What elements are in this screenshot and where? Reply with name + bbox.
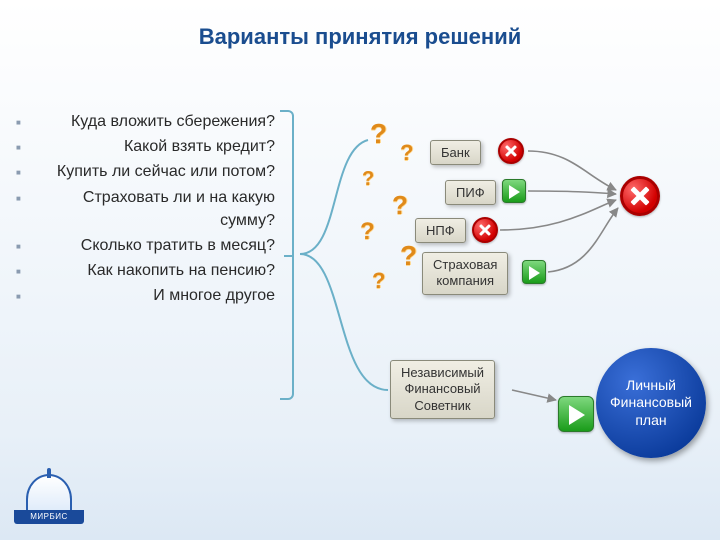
question-mark-icon: ? bbox=[372, 268, 385, 294]
question-mark-icon: ? bbox=[370, 118, 387, 150]
advisor-box: НезависимыйФинансовыйСоветник bbox=[390, 360, 495, 419]
reject-icon bbox=[472, 217, 498, 243]
logo-dome-icon bbox=[26, 474, 72, 510]
connector-lines bbox=[0, 0, 720, 540]
option-pif-box: ПИФ bbox=[445, 180, 496, 205]
question-mark-icon: ? bbox=[360, 218, 375, 246]
logo: МИРБИС bbox=[14, 474, 84, 530]
question-mark-icon: ? bbox=[392, 190, 408, 221]
logo-text: МИРБИС bbox=[14, 510, 84, 524]
question-mark-icon: ? bbox=[400, 240, 417, 272]
question-mark-icon: ? bbox=[362, 168, 374, 191]
accept-big-icon bbox=[558, 396, 594, 432]
reject-big-icon bbox=[620, 176, 660, 216]
option-insurance-box: Страховаякомпания bbox=[422, 252, 508, 295]
option-bank-box: Банк bbox=[430, 140, 481, 165]
accept-icon bbox=[502, 179, 526, 203]
plan-circle: ЛичныйФинансовыйплан bbox=[596, 348, 706, 458]
accept-icon bbox=[522, 260, 546, 284]
reject-icon bbox=[498, 138, 524, 164]
option-npf-box: НПФ bbox=[415, 218, 466, 243]
question-mark-icon: ? bbox=[400, 140, 413, 166]
